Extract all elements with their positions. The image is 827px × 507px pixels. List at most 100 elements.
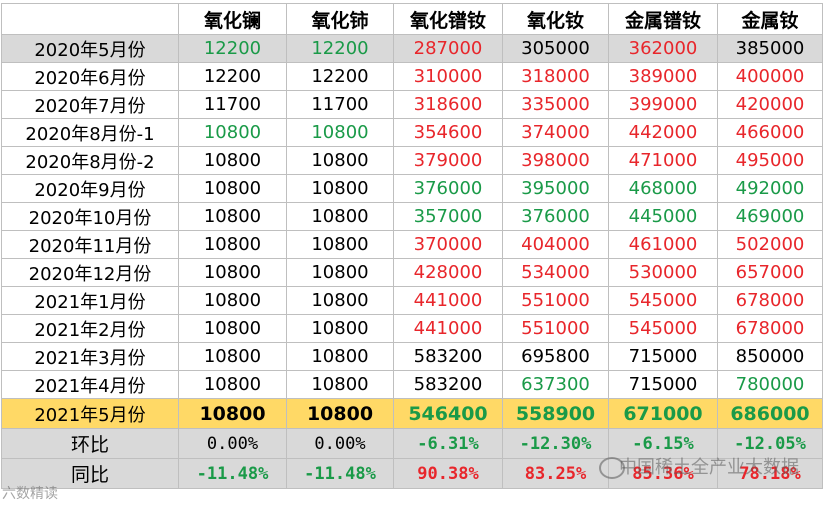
- change-cell: 78.18%: [717, 458, 823, 489]
- price-cell: 10800: [178, 286, 287, 315]
- price-cell: 545000: [608, 314, 718, 343]
- price-cell: 10800: [286, 258, 394, 287]
- price-cell: 445000: [608, 202, 718, 231]
- price-cell: 10800: [178, 258, 287, 287]
- row-label: 2021年5月份: [1, 398, 179, 429]
- table-row: 2020年9月份 10800 10800 376000 395000 468000 4920…: [1, 174, 823, 203]
- price-cell: 305000: [502, 34, 609, 63]
- table-row: 2020年6月份 12200 12200 310000 318000 389000 4000…: [1, 62, 823, 91]
- price-cell: 395000: [502, 174, 609, 203]
- price-cell: 10800: [286, 146, 394, 175]
- price-cell: 530000: [608, 258, 718, 287]
- wechat-icon: [599, 457, 625, 479]
- price-cell: 11700: [286, 90, 394, 119]
- table-row: 2020年10月份 10800 10800 357000 376000 445000 469…: [1, 202, 823, 231]
- table-row: 2021年2月份 10800 10800 441000 551000 545000 6780…: [1, 314, 823, 343]
- price-cell: 370000: [393, 230, 503, 259]
- price-cell: 10800: [286, 230, 394, 259]
- row-label: 2020年9月份: [1, 174, 179, 203]
- price-cell: 534000: [502, 258, 609, 287]
- table-row: 2020年8月份-2 10800 10800 379000 398000 471000 49…: [1, 146, 823, 175]
- change-cell: -12.30%: [502, 428, 609, 459]
- change-cell: -11.48%: [178, 458, 287, 489]
- row-label: 2020年11月份: [1, 230, 179, 259]
- price-cell: 469000: [717, 202, 823, 231]
- price-cell: 502000: [717, 230, 823, 259]
- row-label: 2020年6月份: [1, 62, 179, 91]
- price-cell: 11700: [178, 90, 287, 119]
- column-header: 氧化铈: [286, 3, 394, 35]
- row-label: 2020年8月份-1: [1, 118, 179, 147]
- price-cell: 12200: [286, 62, 394, 91]
- price-cell: 428000: [393, 258, 503, 287]
- price-cell: 362000: [608, 34, 718, 63]
- row-label: 环比: [1, 428, 179, 459]
- price-cell: 780000: [717, 370, 823, 399]
- price-cell: 385000: [717, 34, 823, 63]
- change-cell: 0.00%: [178, 428, 287, 459]
- change-cell: 90.38%: [393, 458, 503, 489]
- price-cell: 461000: [608, 230, 718, 259]
- price-table-body: 氧化镧 氧化铈 氧化镨钕 氧化钕 金属镨钕 金属钕 2020年5月份 12200 12200 28…: [1, 3, 823, 489]
- price-cell: 318000: [502, 62, 609, 91]
- price-cell: 10800: [286, 314, 394, 343]
- price-cell: 583200: [393, 342, 503, 371]
- header-corner-cell: [1, 3, 179, 35]
- price-cell: 354600: [393, 118, 503, 147]
- price-cell: 10800: [286, 286, 394, 315]
- table-row: 2021年4月份 10800 10800 583200 637300 715000 7800…: [1, 370, 823, 399]
- row-label: 2020年7月份: [1, 90, 179, 119]
- table-row: 2021年5月份 10800 10800 546400 558900 671000 6860…: [1, 398, 823, 429]
- price-cell: 12200: [178, 34, 287, 63]
- price-cell: 335000: [502, 90, 609, 119]
- column-header: 金属镨钕: [608, 3, 718, 35]
- table-row: 2020年5月份 12200 12200 287000 305000 362000 3850…: [1, 34, 823, 63]
- table-row: 2021年1月份 10800 10800 441000 551000 545000 6780…: [1, 286, 823, 315]
- price-cell: 10800: [286, 174, 394, 203]
- table-row: 2021年3月份 10800 10800 583200 695800 715000 8500…: [1, 342, 823, 371]
- price-cell: 715000: [608, 342, 718, 371]
- column-header: 氧化钕: [502, 3, 609, 35]
- change-cell: 0.00%: [286, 428, 394, 459]
- price-cell: 12200: [286, 34, 394, 63]
- price-cell: 10800: [178, 370, 287, 399]
- price-cell: 10800: [178, 230, 287, 259]
- price-cell: 404000: [502, 230, 609, 259]
- price-cell: 441000: [393, 286, 503, 315]
- price-cell: 374000: [502, 118, 609, 147]
- row-label: 2020年5月份: [1, 34, 179, 63]
- price-cell: 471000: [608, 146, 718, 175]
- price-cell: 389000: [608, 62, 718, 91]
- price-cell: 10800: [178, 118, 287, 147]
- price-cell: 400000: [717, 62, 823, 91]
- price-cell: 10800: [178, 202, 287, 231]
- price-cell: 10800: [178, 146, 287, 175]
- price-cell: 686000: [717, 398, 823, 429]
- price-cell: 376000: [502, 202, 609, 231]
- price-cell: 546400: [393, 398, 503, 429]
- column-header: 氧化镨钕: [393, 3, 503, 35]
- mom-row: 环比 0.00% 0.00% -6.31% -12.30% -6.15% -12.05%: [1, 428, 823, 459]
- price-cell: 310000: [393, 62, 503, 91]
- price-cell: 12200: [178, 62, 287, 91]
- price-cell: 10800: [286, 118, 394, 147]
- price-cell: 10800: [178, 398, 287, 429]
- row-label: 2020年10月份: [1, 202, 179, 231]
- change-cell: -6.31%: [393, 428, 503, 459]
- price-cell: 551000: [502, 286, 609, 315]
- price-cell: 495000: [717, 146, 823, 175]
- price-cell: 583200: [393, 370, 503, 399]
- header-row: 氧化镧 氧化铈 氧化镨钕 氧化钕 金属镨钕 金属钕: [1, 3, 823, 35]
- price-cell: 287000: [393, 34, 503, 63]
- price-cell: 376000: [393, 174, 503, 203]
- price-cell: 678000: [717, 314, 823, 343]
- price-cell: 420000: [717, 90, 823, 119]
- price-cell: 551000: [502, 314, 609, 343]
- price-cell: 715000: [608, 370, 718, 399]
- row-label: 2020年8月份-2: [1, 146, 179, 175]
- table-row: 2020年11月份 10800 10800 370000 404000 461000 502…: [1, 230, 823, 259]
- price-cell: 10800: [286, 370, 394, 399]
- price-table: 氧化镧 氧化铈 氧化镨钕 氧化钕 金属镨钕 金属钕 2020年5月份 12200 12200 28…: [1, 3, 823, 489]
- row-label: 2021年1月份: [1, 286, 179, 315]
- change-cell: -6.15%: [608, 428, 718, 459]
